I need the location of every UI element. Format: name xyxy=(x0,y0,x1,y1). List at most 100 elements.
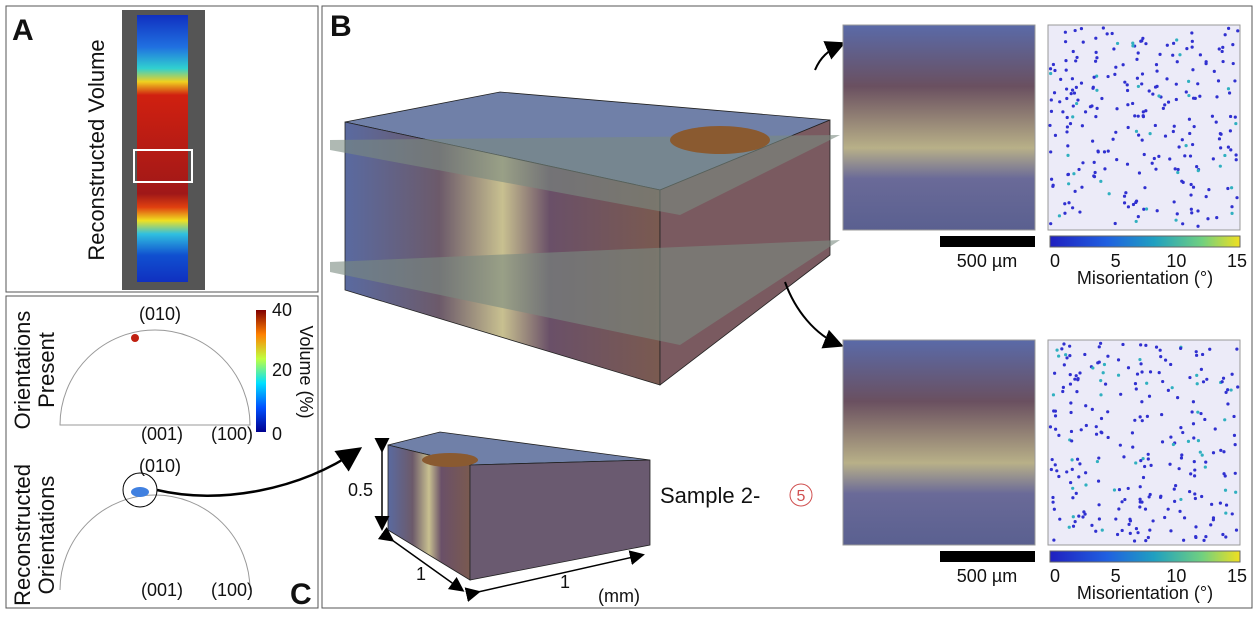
boundary-dot xyxy=(1125,83,1129,87)
boundary-dot xyxy=(1095,88,1099,92)
boundary-dot xyxy=(1196,169,1200,173)
boundary-dot xyxy=(1116,358,1121,362)
boundary-dot xyxy=(1133,114,1137,118)
boundary-dot xyxy=(1234,121,1238,126)
boundary-dot xyxy=(1212,69,1216,73)
boundary-dot xyxy=(1177,467,1181,471)
boundary-dot xyxy=(1131,202,1136,207)
arrow xyxy=(156,447,363,497)
pole-figure xyxy=(59,494,251,591)
boundary-dot xyxy=(1205,377,1209,381)
colorbar xyxy=(1049,550,1241,563)
boundary-dot xyxy=(1057,354,1061,358)
boundary-dot xyxy=(1069,401,1073,405)
boundary-dot xyxy=(1097,360,1101,364)
boundary-dot xyxy=(1075,390,1079,394)
boundary-dot xyxy=(1066,144,1070,148)
boundary-dot xyxy=(1136,214,1140,219)
boundary-dot xyxy=(1174,484,1178,488)
boundary-dot xyxy=(1064,59,1068,63)
boundary-dot xyxy=(1090,407,1094,411)
boundary-dot xyxy=(1192,436,1196,440)
boundary-dot xyxy=(1102,362,1107,367)
boundary-dot xyxy=(1080,185,1084,189)
boundary-dot xyxy=(1154,345,1159,349)
boundary-dot xyxy=(1126,486,1130,491)
boundary-dot xyxy=(1138,500,1142,504)
boundary-dot xyxy=(1193,496,1197,501)
boundary-dot xyxy=(1048,425,1053,429)
boundary-dot xyxy=(1234,528,1239,532)
boundary-dot xyxy=(1194,350,1198,354)
boundary-dot xyxy=(1092,160,1096,164)
boundary-dot xyxy=(1224,503,1229,507)
boundary-dot xyxy=(1067,525,1071,529)
boundary-dot xyxy=(1171,442,1176,447)
boundary-dot xyxy=(1116,373,1121,377)
boundary-dot xyxy=(1221,376,1226,380)
boundary-dot xyxy=(1052,507,1056,511)
boundary-dot xyxy=(1171,53,1175,57)
boundary-dot xyxy=(1226,388,1230,392)
boundary-dot xyxy=(1222,450,1226,454)
boundary-dot xyxy=(1099,379,1103,383)
boundary-dot xyxy=(1140,370,1144,374)
boundary-dot xyxy=(1142,152,1146,157)
boundary-dot xyxy=(1184,144,1188,148)
boundary-dot xyxy=(1193,468,1197,472)
boundary-dot xyxy=(1138,415,1142,419)
boundary-dot xyxy=(1134,219,1138,224)
sample-circle xyxy=(789,483,813,507)
boundary-dot xyxy=(1139,39,1143,43)
boundary-dot xyxy=(1068,122,1073,126)
boundary-dot xyxy=(1127,522,1131,526)
boundary-dot xyxy=(1134,129,1139,133)
boundary-dot xyxy=(1080,124,1084,128)
boundary-dot xyxy=(1196,410,1200,414)
boundary-dot xyxy=(1160,412,1164,417)
boundary-dot xyxy=(1190,410,1194,414)
boundary-dot xyxy=(1052,91,1057,95)
colorbar xyxy=(256,310,266,432)
boundary-dot xyxy=(1159,355,1163,359)
boundary-dot xyxy=(1092,174,1096,178)
boundary-dot xyxy=(1099,341,1103,345)
boundary-dot xyxy=(1230,372,1234,376)
boundary-dot xyxy=(1048,67,1053,71)
boundary-dot xyxy=(1057,433,1061,437)
boundary-dot xyxy=(1137,133,1141,137)
boundary-dot xyxy=(1235,196,1239,200)
boundary-dot xyxy=(1050,457,1054,462)
boundary-dot xyxy=(1149,463,1153,467)
boundary-dot xyxy=(1120,528,1124,533)
plot-title: Reconstructed xyxy=(10,464,35,606)
boundary-dot xyxy=(1090,104,1094,108)
boundary-dot xyxy=(1201,352,1205,357)
boundary-dot xyxy=(1099,393,1103,397)
boundary-dot xyxy=(1216,79,1221,83)
boundary-dot xyxy=(1196,438,1201,443)
colorbar-tick: 0 xyxy=(1050,251,1060,271)
boundary-dot xyxy=(1076,98,1080,102)
panel-label: B xyxy=(330,10,352,43)
boundary-dot xyxy=(1140,72,1145,76)
boundary-dot xyxy=(1084,404,1088,408)
boundary-dot xyxy=(1123,80,1127,84)
boundary-dot xyxy=(1234,153,1238,157)
boundary-dot xyxy=(1217,137,1222,141)
boundary-dot xyxy=(1139,362,1143,366)
boundary-dot xyxy=(1070,439,1074,443)
boundary-dot xyxy=(1190,211,1194,215)
boundary-dot xyxy=(1091,86,1095,90)
boundary-dot xyxy=(1078,462,1082,466)
colorbar-title: Volume (%) xyxy=(296,325,316,418)
boundary-dot xyxy=(1143,186,1147,190)
plot-title: Orientations xyxy=(34,476,59,595)
boundary-dot xyxy=(1218,164,1222,168)
boundary-dot xyxy=(1063,30,1067,34)
boundary-dot xyxy=(1072,91,1077,95)
boundary-dot xyxy=(1094,115,1098,119)
boundary-dot xyxy=(1061,110,1065,114)
boundary-dot xyxy=(1094,50,1098,55)
